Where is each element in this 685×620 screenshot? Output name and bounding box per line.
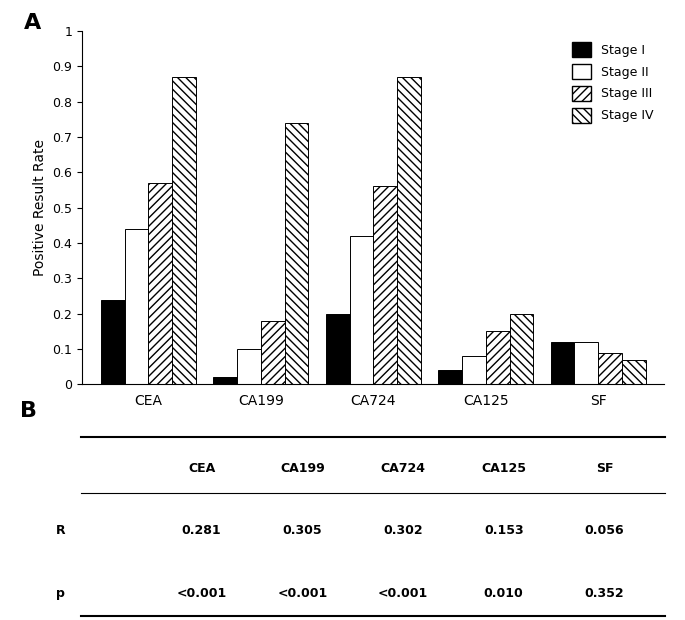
Text: 0.281: 0.281 [182, 525, 221, 537]
Text: CA724: CA724 [381, 462, 425, 475]
Text: 0.153: 0.153 [484, 525, 523, 537]
Bar [285, 123, 308, 384]
Text: A: A [24, 14, 41, 33]
Bar [397, 77, 421, 384]
Bar [149, 183, 172, 384]
Bar [551, 342, 575, 384]
Text: B: B [21, 401, 38, 421]
Bar [575, 342, 598, 384]
Bar [373, 187, 397, 384]
Bar [213, 378, 237, 384]
Bar [101, 299, 125, 384]
Bar [622, 360, 646, 384]
Text: 0.305: 0.305 [282, 525, 322, 537]
Bar [510, 314, 534, 384]
Text: <0.001: <0.001 [177, 587, 227, 600]
Bar [261, 321, 285, 384]
Text: R: R [56, 525, 66, 537]
Text: 0.010: 0.010 [484, 587, 523, 600]
Text: CA199: CA199 [280, 462, 325, 475]
Bar [325, 314, 349, 384]
Bar [125, 229, 149, 384]
Text: p: p [56, 587, 65, 600]
Legend: Stage I, Stage II, Stage III, Stage IV: Stage I, Stage II, Stage III, Stage IV [567, 37, 658, 128]
Bar [438, 370, 462, 384]
Bar [598, 353, 622, 384]
Bar [462, 356, 486, 384]
Text: <0.001: <0.001 [277, 587, 327, 600]
Text: 0.302: 0.302 [383, 525, 423, 537]
Bar [172, 77, 196, 384]
Text: CEA: CEA [188, 462, 215, 475]
Text: CA125: CA125 [482, 462, 526, 475]
Bar [349, 236, 373, 384]
Y-axis label: Positive Result Rate: Positive Result Rate [33, 140, 47, 276]
Bar [237, 349, 261, 384]
Text: 0.352: 0.352 [584, 587, 624, 600]
Text: SF: SF [596, 462, 613, 475]
Text: 0.056: 0.056 [584, 525, 624, 537]
Text: <0.001: <0.001 [378, 587, 428, 600]
Bar [486, 331, 510, 384]
